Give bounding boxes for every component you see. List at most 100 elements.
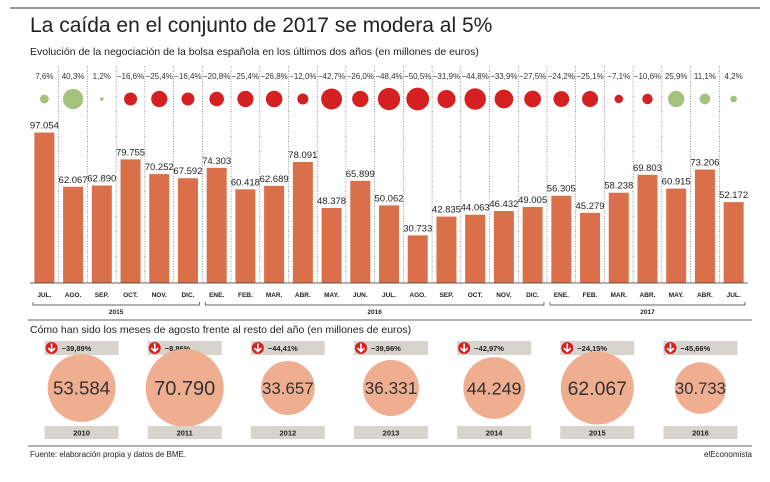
source-note: Fuente: elaboración propia y datos de BM… xyxy=(30,450,186,459)
change-label: −16,6% xyxy=(117,72,144,81)
change-label: 25,9% xyxy=(665,72,688,81)
change-label: −33,9% xyxy=(490,72,517,81)
month-label: MAR. xyxy=(610,292,627,299)
august-year-label: 2015 xyxy=(589,429,606,438)
change-circle xyxy=(39,94,49,104)
month-label: JUN. xyxy=(353,292,368,299)
august-year-label: 2014 xyxy=(486,429,504,438)
bar-value-label: 69.803 xyxy=(633,163,662,174)
bar-value-label: 48.378 xyxy=(317,196,346,207)
change-circle xyxy=(209,91,224,107)
change-label: −42,7% xyxy=(318,72,345,81)
august-bubble xyxy=(560,351,634,425)
down-arrow-glyph xyxy=(357,343,365,353)
bar xyxy=(177,178,198,283)
month-label: NOV. xyxy=(152,292,167,299)
month-label: AGO. xyxy=(65,292,82,299)
down-arrow-glyph xyxy=(563,343,572,353)
month-label: SEP. xyxy=(439,292,453,299)
change-circle xyxy=(181,92,195,106)
august-year-label: 2010 xyxy=(73,429,90,438)
august-bubble xyxy=(463,357,525,419)
bar-value-label: 60.418 xyxy=(231,177,260,188)
bar-value-label: 73.206 xyxy=(690,158,719,169)
bar-value-label: 74.303 xyxy=(202,156,231,167)
change-circle xyxy=(377,87,401,111)
august-change-label: −42,97% xyxy=(474,344,504,353)
august-bubble xyxy=(260,361,315,415)
bar xyxy=(465,214,486,283)
bar-value-label: 62.890 xyxy=(87,174,116,185)
year-box xyxy=(250,426,325,439)
change-label: 40,3% xyxy=(62,72,85,81)
change-circle xyxy=(668,90,685,108)
year-box xyxy=(663,426,738,439)
change-label: −25,4% xyxy=(146,72,173,81)
bar xyxy=(292,161,313,283)
bar-value-label: 30.733 xyxy=(403,223,432,234)
change-circle xyxy=(614,94,624,104)
change-label: 11,1% xyxy=(694,72,716,81)
month-label: JUL. xyxy=(382,292,396,299)
bar xyxy=(493,211,514,283)
down-arrow-glyph xyxy=(47,343,56,353)
brand-logo: elEconomista xyxy=(704,450,753,459)
bar xyxy=(551,195,572,283)
change-circle xyxy=(494,89,514,109)
august-bubble xyxy=(145,349,224,427)
change-label: −25,4% xyxy=(232,72,259,81)
change-box xyxy=(457,341,532,355)
bar xyxy=(608,192,629,283)
month-label: SEP. xyxy=(95,292,109,299)
change-circle xyxy=(582,90,599,108)
change-circle xyxy=(265,90,283,108)
august-change-label: −8,86% xyxy=(165,344,191,353)
year-label: 2016 xyxy=(367,309,382,316)
change-circle xyxy=(297,93,309,105)
august-change-label: −24,15% xyxy=(577,344,607,353)
bar-value-label: 52.172 xyxy=(719,190,748,201)
month-label: ENE. xyxy=(554,292,569,299)
down-arrow-glyph xyxy=(460,343,468,353)
year-bracket xyxy=(32,302,200,306)
bar-value-label: 44.063 xyxy=(461,203,490,214)
bar-chart-subtitle: Evolución de la negociación de la bolsa … xyxy=(30,46,479,58)
august-change-label: −44,41% xyxy=(268,344,298,353)
year-label: 2017 xyxy=(640,309,655,316)
year-label: 2015 xyxy=(109,309,124,316)
bar xyxy=(379,205,399,283)
change-box xyxy=(44,341,119,355)
august-value-label: 70.790 xyxy=(154,378,215,400)
august-value-label: 33.657 xyxy=(262,379,314,398)
august-bubble xyxy=(674,362,727,414)
year-box xyxy=(44,426,119,439)
bar-value-label: 65.899 xyxy=(346,169,375,180)
august-year-label: 2011 xyxy=(177,429,193,438)
month-label: ENE. xyxy=(209,292,224,299)
month-label: MAY. xyxy=(324,292,339,299)
august-value-label: 53.584 xyxy=(53,378,110,399)
change-box xyxy=(147,341,222,355)
change-label: −12,0% xyxy=(289,72,316,81)
change-label: −20,8% xyxy=(203,72,230,81)
year-bracket xyxy=(204,302,545,306)
change-circle xyxy=(62,88,84,110)
bar xyxy=(723,202,744,283)
month-label: MAY. xyxy=(669,292,684,299)
monthly-bar-chart: 7,6% 97.054 JUL. 40,3% 62.067 AGO. 1,2% 62.890 S… xyxy=(30,66,748,316)
bar xyxy=(694,169,715,283)
august-change-label: −45,66% xyxy=(680,344,710,353)
change-circle xyxy=(642,93,653,105)
change-label: −31,9% xyxy=(433,72,460,81)
bar-value-label: 97.054 xyxy=(30,121,59,132)
bar-value-label: 58.238 xyxy=(604,181,633,192)
month-label: NOV. xyxy=(496,292,511,299)
year-box xyxy=(147,426,222,439)
change-label: −10,6% xyxy=(634,72,661,81)
bar xyxy=(666,188,687,283)
month-label: OCT. xyxy=(123,292,138,299)
month-label: DIC. xyxy=(526,292,539,299)
bar-value-label: 79.755 xyxy=(116,147,145,158)
bar xyxy=(637,174,658,283)
